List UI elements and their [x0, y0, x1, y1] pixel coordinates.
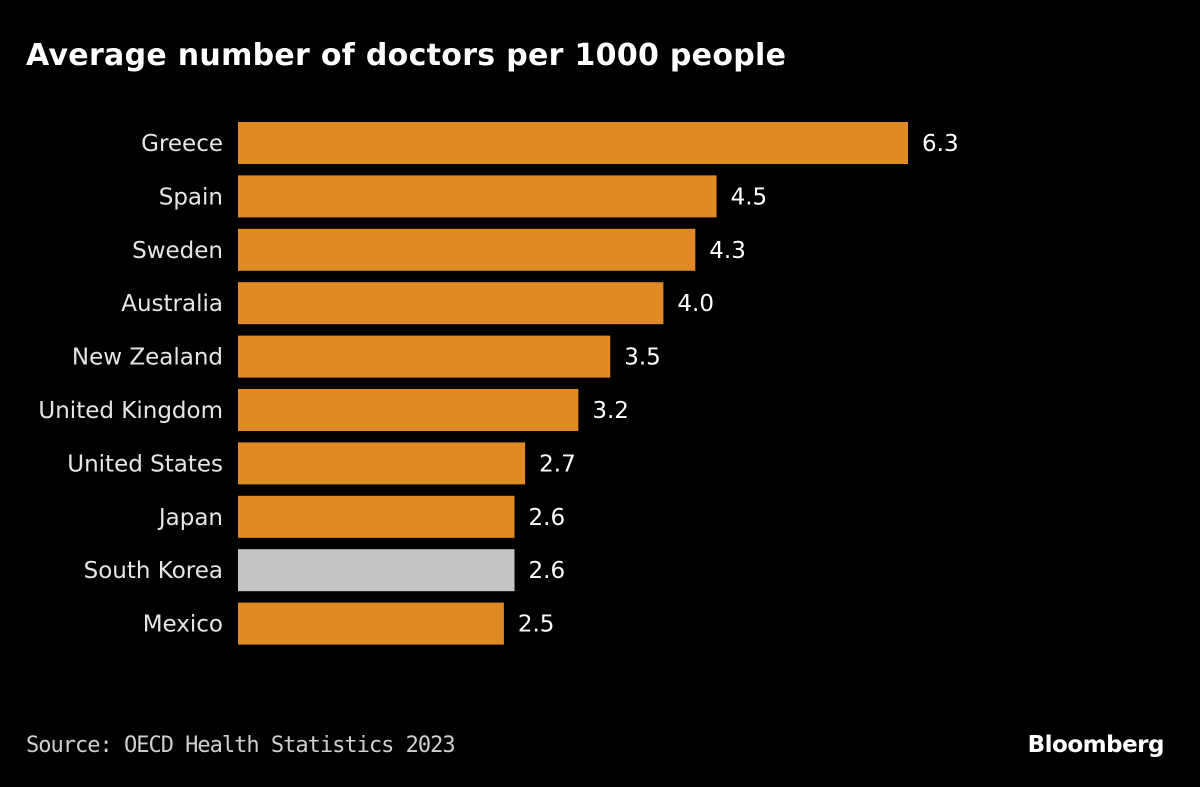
- bar-united-kingdom: [238, 389, 579, 431]
- bar-australia: [238, 282, 664, 325]
- category-label: Mexico: [143, 612, 223, 638]
- data-label: 6.3: [922, 131, 959, 157]
- category-label: United Kingdom: [38, 398, 223, 424]
- category-label: United States: [67, 451, 223, 477]
- data-label: 2.6: [529, 505, 566, 531]
- bar-united-states: [238, 442, 526, 485]
- data-label: 2.7: [539, 451, 576, 477]
- category-label: South Korea: [84, 558, 223, 584]
- category-label: Sweden: [132, 238, 223, 264]
- data-label: 4.3: [709, 238, 746, 264]
- source-note: Source: OECD Health Statistics 2023: [26, 733, 456, 758]
- data-label: 2.6: [529, 558, 566, 584]
- bar-greece: [238, 122, 908, 164]
- chart-title: Average number of doctors per 1000 peopl…: [26, 38, 787, 73]
- data-label: 4.5: [731, 184, 768, 210]
- bar-mexico: [238, 602, 504, 645]
- data-label: 2.5: [518, 612, 555, 638]
- data-label: 3.2: [592, 398, 629, 424]
- category-label: Australia: [121, 291, 223, 317]
- category-label: Spain: [159, 184, 223, 210]
- bar-south-korea: [238, 549, 515, 592]
- bar-new-zealand: [238, 335, 611, 378]
- data-label: 4.0: [677, 291, 714, 317]
- category-label: Japan: [157, 505, 223, 531]
- bar-spain: [238, 175, 717, 218]
- data-label: 3.5: [624, 345, 661, 371]
- category-label: Greece: [141, 131, 223, 157]
- bar-japan: [238, 495, 515, 538]
- bar-sweden: [238, 228, 696, 271]
- category-label: New Zealand: [72, 345, 223, 371]
- bloomberg-logo: Bloomberg: [1027, 732, 1165, 758]
